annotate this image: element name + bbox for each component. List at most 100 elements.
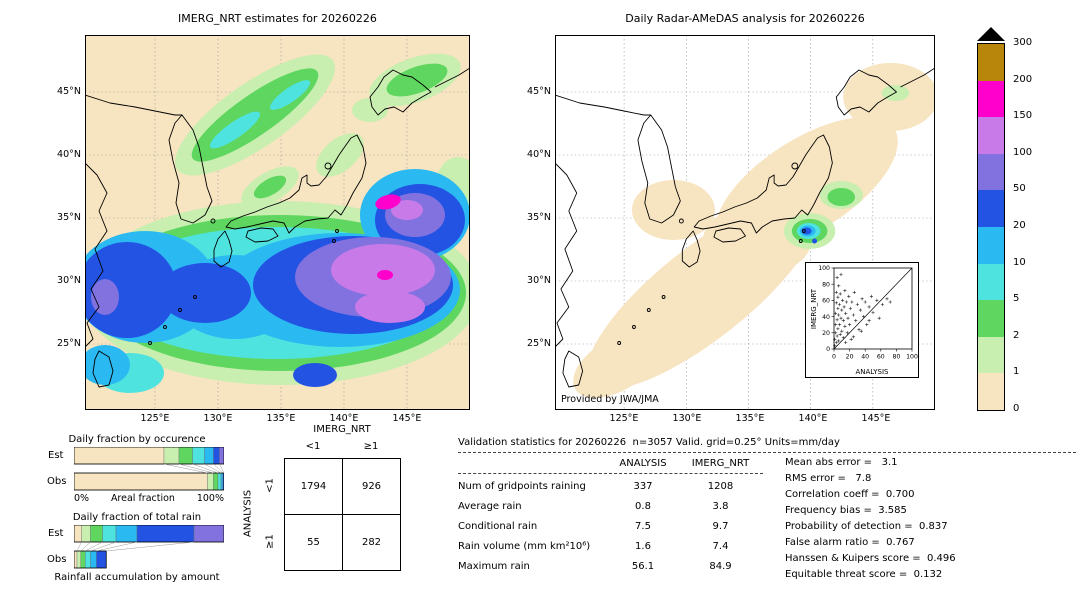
colorbar-segment [978, 373, 1004, 410]
lat-tick-label: 25°N [527, 338, 551, 349]
scatter-plot: 0 20 40 60 80 100 0 20 40 60 80 100 [818, 265, 918, 361]
contingency-col-label: ≥1 [363, 441, 379, 452]
imerg-value: 84.9 [709, 560, 732, 572]
scatter-y-tick-label: 40 [822, 314, 830, 321]
colorbar-segment [978, 44, 1004, 81]
validation-statistics: Validation statistics for 20260226 n=305… [458, 437, 1076, 583]
precip-colorbar: 300 200 150 100 50 20 10 5 2 1 0 [963, 27, 1078, 427]
scatter-y-tick-label: 80 [822, 281, 830, 288]
areal-fraction-axis: 0% Areal fraction 100% [74, 493, 224, 504]
colorbar-tick-label: 300 [1013, 37, 1033, 48]
scatter-y-tick-label: 0 [826, 346, 830, 353]
imerg-value: 1208 [707, 480, 734, 492]
validation-metric: Equitable threat score = 0.132 [785, 569, 943, 580]
scatter-x-tick-label: 40 [861, 354, 869, 361]
axis-title: Areal fraction [110, 493, 175, 504]
colorbar-segment [978, 336, 1004, 374]
lon-tick-label: 135°E [266, 413, 296, 424]
total-rain-bars [73, 524, 225, 569]
colorbar-tick-label: 10 [1013, 256, 1026, 268]
contingency-row-group-label: ANALYSIS [242, 489, 254, 538]
lon-tick-label: 125°E [140, 413, 170, 424]
validation-metric: Mean abs error = 3.1 [785, 457, 898, 468]
contingency-row-label: <1 [264, 478, 276, 493]
analysis-value: 7.5 [635, 520, 651, 532]
scatter-points [833, 272, 892, 348]
colorbar-tick-label: 150 [1013, 110, 1033, 122]
imerg-value: 9.7 [712, 520, 729, 532]
obs-row-label: Obs [47, 554, 67, 565]
lat-tick-label: 30°N [57, 275, 81, 286]
contingency-col-group-label: IMERG_NRT [313, 424, 371, 435]
contingency-cell: 926 [342, 458, 401, 515]
colorbar-segment [978, 153, 1004, 191]
scatter-x-axis-label: ANALYSIS [855, 368, 889, 376]
colorbar-tick-label: 20 [1013, 220, 1026, 231]
colorbar-tick-label: 0 [1013, 403, 1020, 414]
contingency-cell: 55 [284, 514, 343, 571]
scatter-y-tick-label: 60 [822, 298, 830, 305]
lat-tick-label: 25°N [57, 338, 81, 349]
imerg-lat-axis: 45°N 40°N 35°N 30°N 25°N [37, 35, 81, 410]
map-border [85, 35, 470, 410]
colorbar-segment [978, 80, 1004, 118]
imerg-lon-axis: 125°E 130°E 135°E 140°E 145°E [85, 35, 470, 424]
imerg-value: 3.8 [712, 500, 729, 512]
scatter-x-tick-label: 100 [906, 354, 918, 361]
lat-tick-label: 35°N [527, 212, 551, 223]
validation-metric: False alarm ratio = 0.767 [785, 537, 915, 548]
total-rain-chart-title: Daily fraction of total rain [72, 512, 202, 523]
validation-row: Conditional rain 7.5 9.7 [458, 516, 763, 536]
contingency-row-label: ≥1 [264, 534, 276, 549]
radar-lon-axis: 125°E 130°E 135°E 140°E 145°E [555, 35, 935, 424]
contingency-cell: 282 [342, 514, 401, 571]
map-credit: Provided by JWA/JMA [561, 394, 659, 405]
validation-metric: Correlation coeff = 0.700 [785, 489, 915, 500]
colorbar-segment [978, 190, 1004, 227]
validation-row-label: Num of gridpoints raining [458, 480, 586, 492]
lat-tick-label: 45°N [57, 86, 81, 97]
colorbar-tick-label: 100 [1013, 146, 1033, 158]
occurrence-bars [73, 446, 225, 491]
analysis-value: 56.1 [631, 560, 655, 572]
scatter-y-tick-label: 100 [818, 265, 830, 272]
contingency-col-label: <1 [305, 441, 321, 452]
radar-lat-axis: 45°N 40°N 35°N 30°N 25°N [507, 35, 551, 410]
validation-title: Validation statistics for 20260226 n=305… [458, 437, 840, 448]
lon-tick-label: 145°E [861, 413, 891, 424]
map-border [555, 35, 935, 410]
total-rain-chart-footer: Rainfall accumulation by amount [54, 572, 220, 583]
colorbar-labels: 300 200 150 100 50 20 10 5 2 1 0 [1013, 37, 1053, 414]
lon-tick-label: 140°E [798, 413, 828, 424]
colorbar-tick-label: 200 [1013, 73, 1033, 85]
imerg-value: 7.4 [712, 540, 729, 552]
imerg-map-title: IMERG_NRT estimates for 20260226 [178, 12, 377, 25]
validation-metric: Hanssen & Kuipers score = 0.496 [785, 553, 956, 564]
validation-row-label: Maximum rain [458, 560, 530, 572]
lon-tick-label: 145°E [392, 413, 422, 424]
validation-header-row: ANALYSIS IMERG_NRT [458, 455, 763, 472]
validation-row: Rain volume (mm km²10⁶) 1.6 7.4 [458, 536, 763, 556]
validation-metric: RMS error = 7.8 [785, 473, 872, 484]
analysis-value: 0.8 [635, 500, 651, 512]
colorbar-tick-label: 5 [1013, 293, 1020, 305]
analysis-value: 337 [633, 480, 653, 492]
scatter-y-tick-label: 20 [822, 330, 830, 337]
validation-table: ANALYSIS IMERG_NRT Num of gridpoints rai… [458, 455, 763, 583]
scatter-inset: 0 20 40 60 80 100 0 20 40 60 80 100 IMERG_NRT ANALY… [805, 262, 919, 378]
lon-tick-label: 125°E [609, 413, 639, 424]
dashed-divider [458, 473, 763, 474]
validation-rows: Num of gridpoints raining 337 1208 Average … [458, 476, 763, 576]
radar-analysis-map: 45°N 40°N 35°N 30°N 25°N 125°E 130°E 135°E 140°… [527, 35, 935, 424]
colorbar-tick-label: 1 [1013, 366, 1020, 378]
validation-metrics: Mean abs error = 3.1 RMS error = 7.8 Corre… [785, 455, 956, 583]
colorbar-segment [978, 226, 1004, 264]
scatter-x-tick-label: 60 [877, 354, 885, 361]
analysis-column-header: ANALYSIS [619, 458, 667, 469]
validation-row-label: Conditional rain [458, 520, 538, 532]
lat-tick-label: 30°N [527, 275, 551, 286]
total-rain-fraction-chart: Daily fraction of total rain Est Obs Rai… [46, 512, 232, 583]
imerg-column-header: IMERG_NRT [691, 458, 750, 469]
validation-metric: Probability of detection = 0.837 [785, 521, 948, 532]
